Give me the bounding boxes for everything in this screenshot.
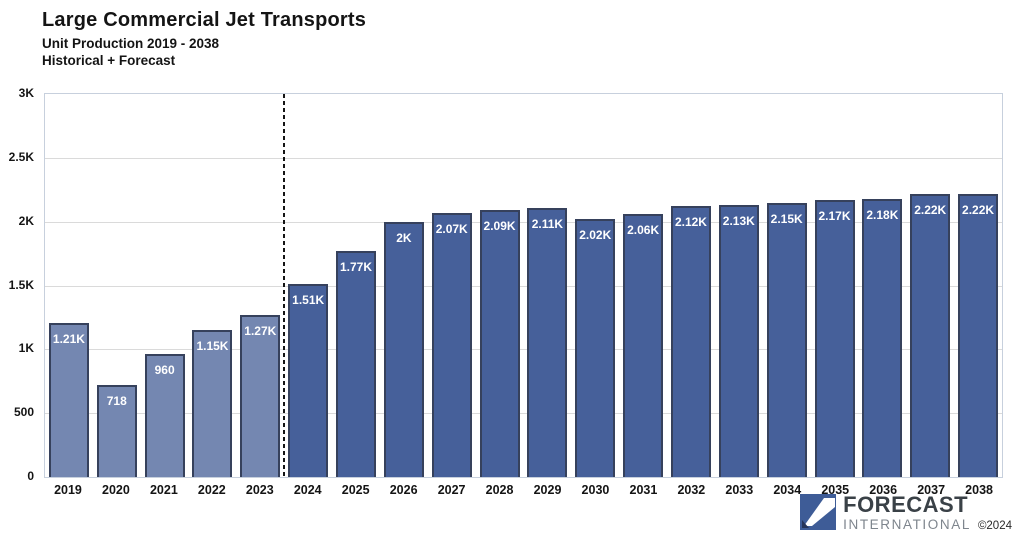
- y-tick-label: 500: [13, 405, 34, 420]
- x-tick-label-2035: 2035: [821, 483, 850, 497]
- x-tick-label-2023: 2023: [245, 483, 274, 497]
- bar-value-label: 960: [154, 363, 175, 378]
- bar-value-label: 1.77K: [340, 260, 373, 275]
- bar-2030: 2.02K: [575, 219, 616, 477]
- chart-title: Large Commercial Jet Transports: [42, 9, 367, 31]
- x-tick-label-2031: 2031: [629, 483, 658, 497]
- y-tick-label: 3K: [18, 86, 34, 100]
- y-axis-labels: 0 500 1K 1.5K 2K 2.5K 3K: [0, 86, 38, 483]
- logo-text: FORECAST INTERNATIONAL: [843, 494, 971, 532]
- x-tick-label-2022: 2022: [197, 483, 226, 497]
- bar-value-label: 2.02K: [579, 228, 612, 243]
- bar-value-label: 2.22K: [914, 202, 947, 217]
- bar-2037: 2.22K: [910, 193, 951, 477]
- bar-2027: 2.07K: [431, 212, 472, 477]
- y-tick-label: 1K: [18, 341, 34, 356]
- chart-subtitle: Unit Production 2019 - 2038: [42, 36, 220, 51]
- bar-2038: 2.22K: [958, 193, 999, 477]
- x-tick-label-2038: 2038: [965, 483, 993, 497]
- bar-value-label: 2.22K: [962, 202, 995, 217]
- x-tick-label-2036: 2036: [869, 483, 898, 497]
- y-tick-label: 2.5K: [8, 149, 34, 164]
- bar-value-label: 2.13K: [722, 214, 755, 229]
- logo-brand-line1: FORECAST: [843, 492, 969, 517]
- x-tick-label-2037: 2037: [917, 483, 946, 497]
- bar-2023: 1.27K: [240, 314, 281, 477]
- y-tick-label: 0: [27, 469, 34, 483]
- bar-2031: 2.06K: [623, 214, 664, 477]
- bar-2019: 1.21K: [48, 322, 89, 477]
- gridline: [45, 157, 1002, 159]
- copyright-text: ©2024: [977, 520, 1012, 532]
- bar-value-label: 2.09K: [483, 219, 516, 234]
- forecast-international-logo: FORECAST INTERNATIONAL ©2024: [800, 494, 1012, 535]
- x-tick-label-2034: 2034: [773, 483, 802, 497]
- bar-value-label: 2.18K: [866, 207, 899, 222]
- forecast-international-logo-icon: [800, 494, 837, 535]
- x-tick-label-2021: 2021: [149, 483, 178, 497]
- x-tick-label-2033: 2033: [725, 483, 754, 497]
- bar-value-label: 718: [106, 394, 127, 409]
- bar-2022: 1.15K: [192, 330, 233, 477]
- gridline: [45, 413, 1002, 415]
- bar-2026: 2K: [383, 221, 424, 477]
- x-tick-label-2028: 2028: [485, 483, 514, 497]
- bar-2025: 1.77K: [336, 251, 377, 477]
- forecast-separator-line: [283, 94, 286, 477]
- gridline: [45, 349, 1002, 351]
- x-axis-labels: 2019 2020 2021 2022 2023 2024 2025 2026 2027 2028…: [44, 483, 1003, 497]
- gridline: [45, 221, 1002, 223]
- bar-value-label: 2K: [396, 230, 412, 245]
- bar-2024: 1.51K: [288, 284, 329, 477]
- bar-2033: 2.13K: [718, 205, 759, 477]
- x-tick-label-2027: 2027: [437, 483, 466, 497]
- bar-2020: 718: [96, 385, 137, 477]
- x-tick-label-2032: 2032: [677, 483, 706, 497]
- bar-value-label: 1.21K: [52, 331, 85, 346]
- bar-2036: 2.18K: [862, 198, 903, 477]
- x-tick-label-2030: 2030: [581, 483, 610, 497]
- logo-brand-line2: INTERNATIONAL: [843, 517, 971, 532]
- bar-value-label: 2.15K: [770, 211, 803, 226]
- bar-value-label: 1.27K: [244, 323, 277, 338]
- y-tick-label: 1.5K: [8, 277, 34, 292]
- x-tick-label-2024: 2024: [293, 483, 322, 497]
- x-tick-label-2019: 2019: [54, 483, 82, 497]
- bar-value-label: 2.12K: [674, 215, 707, 230]
- x-tick-label-2029: 2029: [533, 483, 562, 497]
- y-tick-label: 2K: [18, 213, 34, 228]
- bar-value-label: 2.11K: [531, 216, 564, 231]
- gridline: [45, 285, 1002, 287]
- bar-2034: 2.15K: [766, 202, 807, 477]
- bar-value-label: 1.15K: [196, 339, 229, 354]
- bar-value-label: 2.06K: [627, 223, 660, 238]
- x-tick-label-2025: 2025: [341, 483, 370, 497]
- bar-2028: 2.09K: [479, 210, 520, 477]
- bar-2021: 960: [144, 354, 185, 477]
- chart-subtitle-2: Historical + Forecast: [42, 53, 176, 68]
- bar-value-label: 2.07K: [435, 221, 468, 236]
- chart-header: Large Commercial Jet Transports Unit Pro…: [42, 9, 366, 68]
- bar-2032: 2.12K: [670, 206, 711, 477]
- x-tick-label-2020: 2020: [102, 483, 130, 497]
- bar-2029: 2.11K: [527, 207, 568, 477]
- bar-value-label: 1.51K: [292, 293, 325, 308]
- bar-2035: 2.17K: [814, 199, 855, 477]
- plot-area: 1.21K 718 960 1.15K 1.27K 1.51K 1.77K 2K 2.07K 2.…: [44, 93, 1003, 478]
- bar-value-label: 2.17K: [818, 208, 851, 223]
- x-tick-label-2026: 2026: [389, 483, 418, 497]
